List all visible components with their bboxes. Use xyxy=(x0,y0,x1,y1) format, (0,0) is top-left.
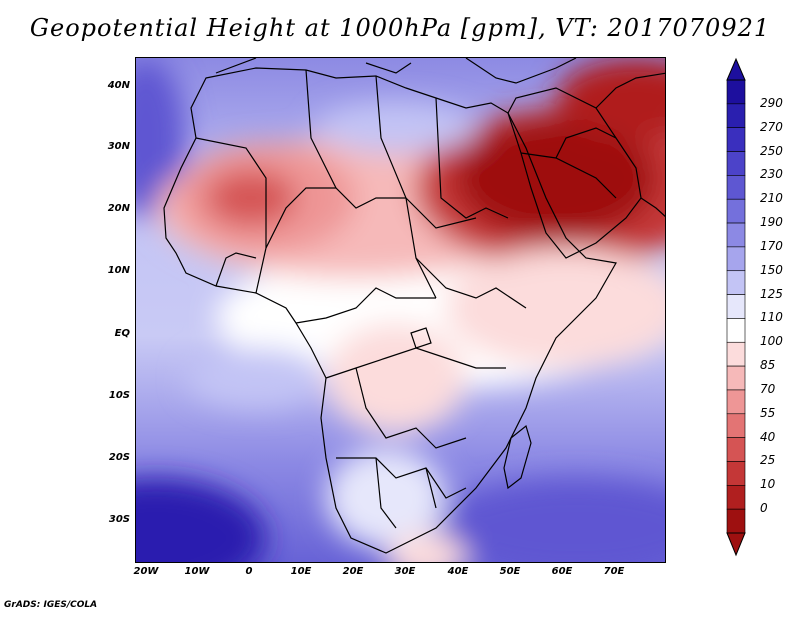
chart-title: Geopotential Height at 1000hPa [gpm], VT… xyxy=(29,14,771,42)
colorbar-label: 100 xyxy=(760,334,783,349)
lat-tick: 30S xyxy=(108,514,130,525)
colorbar-label: 40 xyxy=(760,429,776,444)
colorbar-segment xyxy=(726,246,746,272)
lon-tick: 10W xyxy=(184,566,210,577)
lon-tick: 50E xyxy=(499,566,521,577)
colorbar-segment xyxy=(726,294,746,319)
colorbar-label: 125 xyxy=(760,286,783,301)
colorbar-segment xyxy=(726,437,746,462)
lat-tick: 20S xyxy=(108,452,130,463)
colorbar-label: 0 xyxy=(760,501,768,516)
colorbar-segment xyxy=(726,151,746,176)
colorbar-top-arrow xyxy=(726,57,746,81)
colorbar-segment xyxy=(726,103,746,128)
lon-tick: 60E xyxy=(551,566,573,577)
colorbar-label: 190 xyxy=(760,215,783,230)
colorbar-label: 25 xyxy=(760,453,776,468)
lon-tick: 0 xyxy=(245,566,253,577)
coastlines xyxy=(163,58,665,554)
lat-tick: 30N xyxy=(107,141,130,152)
colorbar-segment xyxy=(726,365,746,391)
colorbar-segment xyxy=(726,127,746,152)
map-panel xyxy=(135,57,666,563)
lat-tick: 40N xyxy=(107,80,130,91)
lon-tick: 20W xyxy=(133,566,159,577)
colorbar-segment xyxy=(726,461,746,486)
colorbar-segment xyxy=(726,198,746,224)
colorbar-label: 10 xyxy=(760,477,776,492)
colorbar xyxy=(726,57,746,557)
colorbar-label: 250 xyxy=(760,143,783,158)
lon-tick: 40E xyxy=(447,566,469,577)
lat-tick: 10S xyxy=(108,390,130,401)
colorbar-label: 270 xyxy=(760,119,783,134)
colorbar-segment xyxy=(726,222,746,248)
colorbar-segment xyxy=(726,508,746,534)
colorbar-label: 150 xyxy=(760,262,783,277)
colorbar-label: 55 xyxy=(760,405,776,420)
colorbar-segment xyxy=(726,413,746,438)
colorbar-segment xyxy=(726,318,746,343)
lon-tick: 20E xyxy=(342,566,364,577)
lat-tick: 10N xyxy=(107,265,130,276)
lon-tick: 10E xyxy=(290,566,312,577)
colorbar-segment xyxy=(726,341,746,367)
colorbar-label: 210 xyxy=(760,191,783,206)
lon-tick: 30E xyxy=(394,566,416,577)
colorbar-label: 170 xyxy=(760,238,783,253)
colorbar-segment xyxy=(726,270,746,295)
colorbar-label: 110 xyxy=(760,310,783,325)
lat-tick: EQ xyxy=(114,328,130,339)
colorbar-segment xyxy=(726,175,746,200)
colorbar-segment xyxy=(726,485,746,510)
field-shading xyxy=(136,58,665,562)
colorbar-label: 290 xyxy=(760,95,783,110)
grads-credit: GrADS: IGES/COLA xyxy=(4,600,98,610)
map-svg xyxy=(136,58,665,562)
colorbar-label: 85 xyxy=(760,358,776,373)
colorbar-label: 230 xyxy=(760,167,783,182)
colorbar-bottom-arrow xyxy=(726,532,746,557)
lon-tick: 70E xyxy=(603,566,625,577)
lat-tick: 20N xyxy=(107,203,130,214)
colorbar-label: 70 xyxy=(760,381,776,396)
colorbar-segment xyxy=(726,79,746,105)
colorbar-segment xyxy=(726,389,746,415)
